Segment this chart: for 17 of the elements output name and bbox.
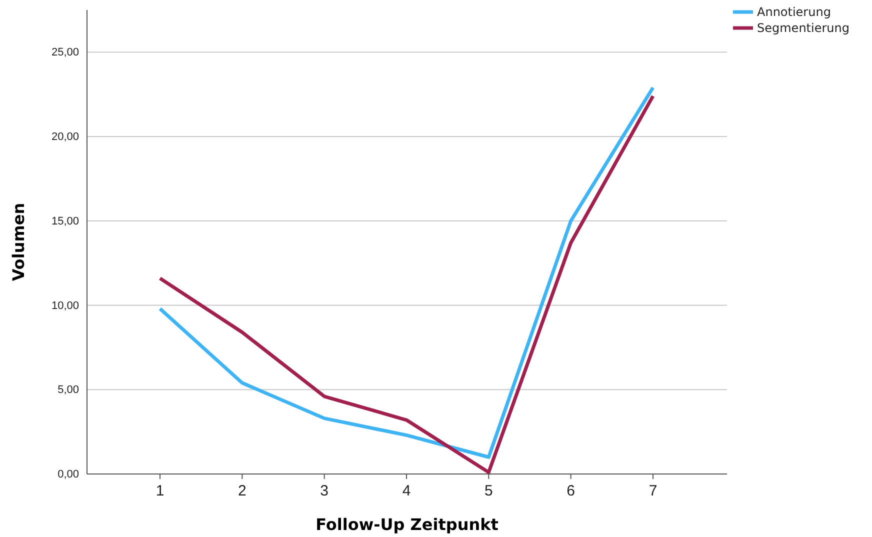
x-tick-label: 1 — [156, 482, 164, 500]
x-tick-label: 6 — [566, 482, 576, 500]
y-tick-label: 0,00 — [58, 468, 79, 481]
y-tick-label: 25,00 — [51, 46, 79, 59]
y-tick-label: 5,00 — [58, 384, 79, 396]
x-tick-label: 5 — [484, 482, 493, 500]
x-axis-title: Follow-Up Zeitpunkt — [316, 515, 499, 534]
legend-label: Segmentierung — [757, 21, 850, 35]
x-tick-label: 2 — [238, 482, 246, 500]
x-tick-label: 7 — [648, 482, 658, 500]
y-tick-label: 15,00 — [51, 215, 79, 228]
y-tick-label: 10,00 — [51, 300, 79, 312]
x-tick-label: 3 — [320, 482, 329, 500]
y-axis-title: Volumen — [9, 202, 28, 282]
legend-label: Annotierung — [757, 5, 831, 19]
x-tick-label: 4 — [402, 482, 411, 500]
y-tick-label: 20,00 — [51, 131, 79, 144]
